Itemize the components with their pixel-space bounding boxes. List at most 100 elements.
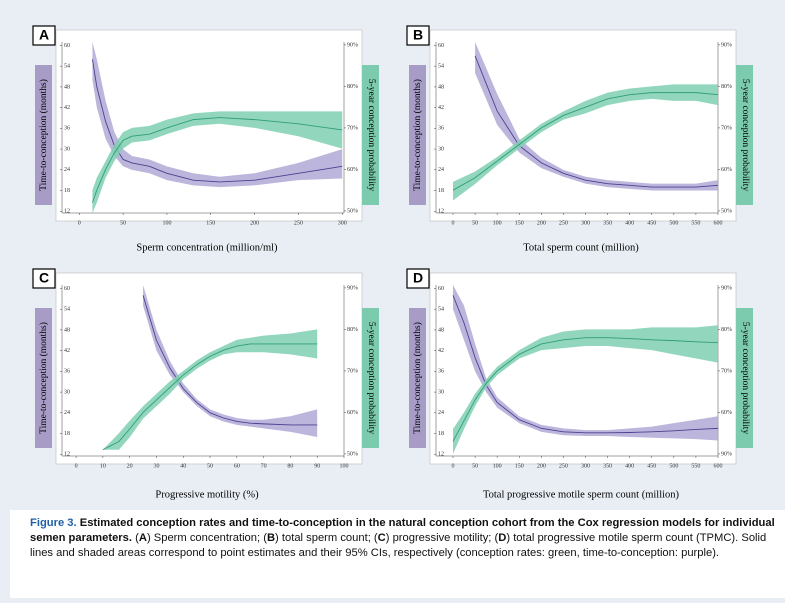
x-tick-label: 250 <box>559 220 568 226</box>
estimate-line <box>452 295 719 434</box>
x-tick-label: 20 <box>127 463 133 469</box>
panel-letter: B <box>413 27 423 43</box>
x-tick-label: 150 <box>206 220 215 226</box>
y-tick-label: 24 <box>64 410 70 416</box>
x-tick-label: 300 <box>581 220 590 226</box>
y-tick-label: 48 <box>438 84 444 90</box>
y-tick-label: 60 <box>438 286 444 292</box>
y-tick-label: 48 <box>64 84 70 90</box>
caption-panel-letter: C <box>377 532 386 544</box>
estimate-line <box>142 295 318 426</box>
estimate-line <box>102 343 318 451</box>
y2-tick-label: 50% <box>721 208 732 214</box>
y-tick-label: 36 <box>438 126 444 132</box>
y-tick-label: 12 <box>64 209 70 215</box>
x-tick-label: 300 <box>338 220 347 226</box>
x-tick-label: 100 <box>493 463 502 469</box>
ci-band <box>92 111 343 213</box>
x-tick-label: 550 <box>691 220 700 226</box>
y2label-box <box>362 65 379 205</box>
x-tick-label: 300 <box>581 463 590 469</box>
y2-tick-label: 50% <box>347 208 358 214</box>
y2-tick-label: 70% <box>721 125 732 131</box>
y-tick-label: 30 <box>438 389 444 395</box>
x-tick-label: 150 <box>515 463 524 469</box>
panel-letter: A <box>39 27 49 43</box>
y2-tick-label: 80% <box>721 84 732 90</box>
x-tick-label: 100 <box>162 220 171 226</box>
y-tick-label: 42 <box>64 105 70 111</box>
figure: A Time-to-conception (months) 5-year conce… <box>32 25 753 500</box>
caption-panel-letter: D <box>498 532 507 544</box>
ci-band <box>92 42 343 188</box>
ci-band <box>452 285 718 441</box>
caption-text: ) total progressive motile sperm count (… <box>30 532 767 559</box>
y-tick-label: 12 <box>438 452 444 458</box>
caption-text: ) Sperm concentration; ( <box>146 532 267 544</box>
estimate-line <box>92 117 343 203</box>
caption-title: Estimated conception rates and time-to-c… <box>30 517 775 544</box>
y-tick-label: 18 <box>438 188 444 194</box>
ci-band <box>143 285 318 437</box>
y-tick-label: 36 <box>64 126 70 132</box>
caption-body: (A) Sperm concentration; (B) total sperm… <box>30 532 766 559</box>
caption-label: Figure 3. <box>30 517 77 529</box>
x-tick-label: 550 <box>691 463 700 469</box>
caption: Figure 3. Estimated conception rates and… <box>10 510 785 598</box>
x-tick-label: 30 <box>153 463 159 469</box>
ylabel-box <box>409 65 426 205</box>
x-tick-label: 150 <box>515 220 524 226</box>
x-tick-label: 60 <box>234 463 240 469</box>
x-tick-label: 0 <box>75 463 78 469</box>
y2-tick-label: 70% <box>721 368 732 374</box>
ci-band <box>475 42 718 191</box>
x-tick-label: 200 <box>250 220 259 226</box>
y2-tick-label: 90% <box>721 285 732 291</box>
panel-letter-box <box>406 25 430 46</box>
x-axis-label: Sperm concentration (million/ml) <box>136 242 278 253</box>
x-tick-label: 200 <box>537 220 546 226</box>
x-tick-label: 450 <box>647 220 656 226</box>
caption-text: ) total sperm count; ( <box>275 532 378 544</box>
y2-tick-label: 90% <box>721 42 732 48</box>
caption-panel-letter: B <box>266 532 276 544</box>
y2-tick-label: 60% <box>347 410 358 416</box>
x-tick-label: 500 <box>669 220 678 226</box>
y-tick-label: 24 <box>438 410 444 416</box>
y2-tick-label: 80% <box>347 327 358 333</box>
y-tick-label: 12 <box>438 209 444 215</box>
y-tick-label: 12 <box>64 452 70 458</box>
y2-tick-label: 70% <box>347 125 358 131</box>
y-tick-label: 18 <box>438 431 444 437</box>
x-tick-label: 0 <box>451 463 454 469</box>
x-tick-label: 50 <box>207 463 213 469</box>
y-tick-label: 54 <box>64 64 70 70</box>
y2label-box <box>362 308 379 448</box>
y2-tick-label: 60% <box>721 410 732 416</box>
x-axis-label: Progressive motility (%) <box>155 489 259 500</box>
y2-tick-label: 90% <box>721 451 732 457</box>
panel-letter-box <box>32 268 56 289</box>
y-tick-label: 54 <box>438 64 444 70</box>
ylabel-box <box>35 65 52 205</box>
y-tick-label: 18 <box>64 188 70 194</box>
y-tick-label: 48 <box>64 327 70 333</box>
x-tick-label: 200 <box>537 463 546 469</box>
x-tick-label: 250 <box>294 220 303 226</box>
y2-tick-label: 80% <box>721 327 732 333</box>
x-tick-label: 450 <box>647 463 656 469</box>
x-axis-label: Total progressive motile sperm count (mi… <box>483 489 680 500</box>
y-axis-label: Time-to-conception (months) <box>412 79 423 191</box>
ylabel-box <box>35 308 52 448</box>
ci-band <box>102 329 318 450</box>
x-tick-label: 600 <box>714 463 723 469</box>
x-tick-label: 100 <box>493 220 502 226</box>
y-tick-label: 60 <box>64 43 70 49</box>
x-tick-label: 40 <box>180 463 186 469</box>
y-tick-label: 60 <box>64 286 70 292</box>
ci-band <box>452 325 718 454</box>
y-tick-label: 36 <box>438 369 444 375</box>
y-tick-label: 48 <box>438 327 444 333</box>
y2-axis-label: 5-year conception probability <box>366 322 376 435</box>
y-tick-label: 60 <box>438 43 444 49</box>
